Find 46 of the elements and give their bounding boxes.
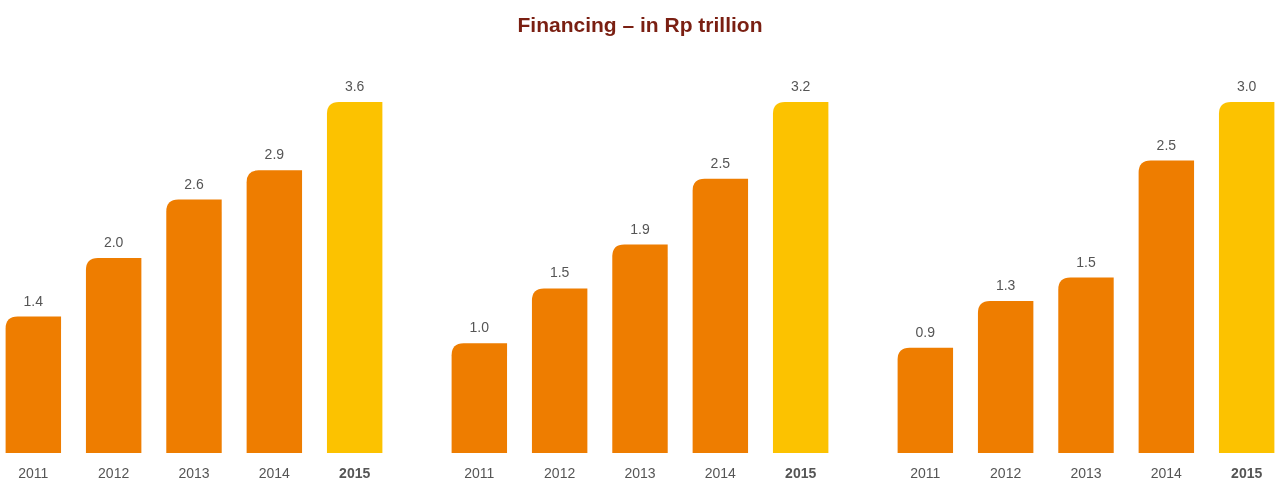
data-label: 1.3: [995, 276, 1016, 293]
data-label: 0.9: [915, 323, 936, 340]
bar: [1058, 277, 1114, 453]
x-tick-label: 2012: [990, 465, 1022, 481]
data-label: 2.5: [710, 154, 731, 171]
data-label: 3.2: [790, 78, 811, 94]
data-label: 2.9: [264, 146, 285, 163]
bar: [246, 170, 303, 453]
data-label: 2.6: [184, 175, 204, 192]
data-label: 2.5: [1156, 136, 1177, 153]
x-tick-label: 2014: [1150, 465, 1183, 481]
bar: [166, 199, 222, 453]
data-label: 3.0: [1236, 78, 1257, 94]
x-tick-label: 2014: [258, 465, 291, 481]
x-tick-label: 2013: [178, 465, 210, 481]
x-tick-label: 2015: [1231, 465, 1263, 481]
x-tick-label: 2011: [910, 465, 941, 481]
data-label: 1.0: [469, 319, 490, 336]
x-tick-label: 2011: [18, 465, 49, 481]
bar: [612, 244, 668, 453]
bar: [5, 316, 62, 453]
x-tick-label: 2013: [1070, 465, 1102, 481]
x-tick-label: 2012: [98, 465, 130, 481]
data-label: 1.4: [23, 292, 44, 309]
data-label: 1.9: [630, 220, 650, 237]
x-tick-label: 2015: [339, 465, 371, 481]
bar: [692, 178, 749, 453]
bar: [977, 300, 1034, 453]
data-label: 3.6: [344, 78, 365, 94]
data-label: 1.5: [549, 264, 570, 281]
bar: [772, 102, 829, 453]
data-label: 1.5: [1076, 253, 1096, 270]
bar: [85, 258, 142, 453]
bar: [1218, 102, 1275, 453]
bar: [531, 288, 588, 453]
x-tick-label: 2013: [624, 465, 656, 481]
data-label: 2.0: [103, 234, 124, 250]
x-tick-label: 2012: [544, 465, 576, 481]
bar: [326, 102, 383, 453]
x-tick-label: 2011: [464, 465, 495, 481]
bar: [451, 343, 508, 453]
bar: [1138, 160, 1195, 453]
x-tick-label: 2015: [785, 465, 817, 481]
chart-title: Financing – in Rp trillion: [517, 13, 763, 36]
bar: [897, 347, 954, 453]
x-tick-label: 2014: [704, 465, 737, 481]
